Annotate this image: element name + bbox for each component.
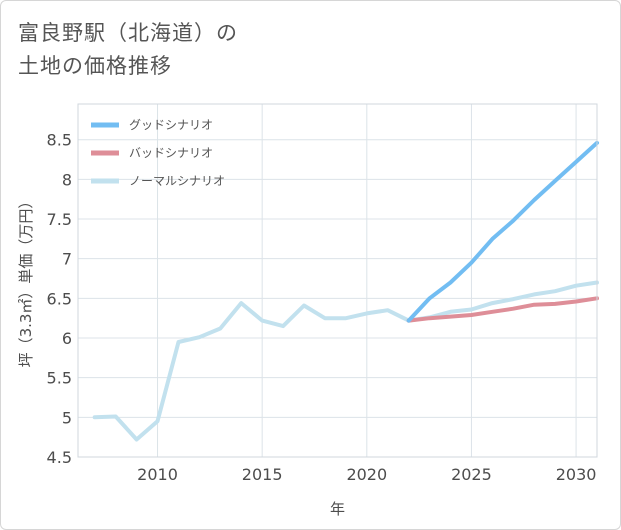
x-tick-label: 2030 — [556, 465, 597, 484]
plot-frame — [77, 103, 598, 458]
y-axis-label: 坪（3.3㎡）単価（万円） — [17, 194, 35, 368]
x-tick-label: 2010 — [137, 465, 178, 484]
y-tick-label: 6.5 — [47, 289, 72, 308]
series-line-2 — [92, 280, 599, 442]
legend-label: バッドシナリオ — [129, 146, 213, 160]
chart-title: 富良野駅（北海道）の 土地の価格推移 — [18, 17, 238, 83]
legend-label: ノーマルシナリオ — [129, 174, 225, 188]
legend-label: グッドシナリオ — [129, 118, 213, 132]
x-axis-label: 年 — [330, 500, 345, 518]
y-tick-label: 5.5 — [47, 369, 72, 388]
y-tick-label: 7.5 — [47, 210, 72, 229]
y-tick-label: 7 — [62, 250, 72, 269]
y-tick-label: 8 — [62, 170, 72, 189]
chart-title-line1: 富良野駅（北海道）の — [18, 21, 238, 45]
y-axis-ticks: 4.5 5 5.5 6 6.5 7 7.5 8 8.5 — [47, 131, 72, 467]
series-layer — [92, 140, 599, 442]
chart-title-line2: 土地の価格推移 — [18, 54, 172, 78]
x-tick-label: 2015 — [242, 465, 283, 484]
y-tick-label: 6 — [62, 329, 72, 348]
grid — [78, 104, 597, 458]
y-tick-label: 4.5 — [47, 448, 72, 467]
y-tick-label: 5 — [62, 408, 72, 427]
x-axis-ticks: 2010 2015 2020 2025 2030 — [137, 465, 596, 484]
series-line-1 — [406, 296, 599, 323]
x-tick-label: 2020 — [346, 465, 387, 484]
y-tick-label: 8.5 — [47, 131, 72, 150]
series-line-0 — [406, 140, 599, 323]
x-tick-label: 2025 — [451, 465, 492, 484]
